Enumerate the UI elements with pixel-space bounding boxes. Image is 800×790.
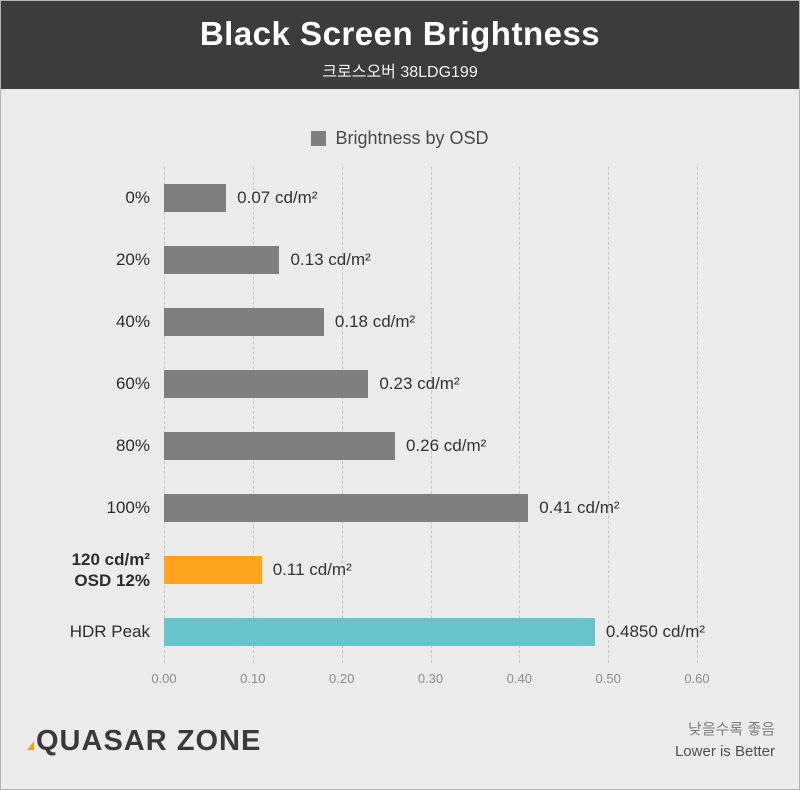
legend: Brightness by OSD bbox=[1, 127, 799, 149]
category-label: 100% bbox=[106, 498, 150, 518]
category-label: 120 cd/m² OSD 12% bbox=[71, 549, 150, 590]
bar bbox=[164, 246, 280, 274]
bar bbox=[164, 184, 227, 212]
category-label: 20% bbox=[115, 250, 150, 270]
bar-row: 60% 0.23 cd/m² bbox=[116, 353, 697, 415]
chart-subtitle: 크로스오버 38LDG199 bbox=[322, 64, 478, 81]
bar-row: 0% 0.07 cd/m² bbox=[125, 167, 697, 229]
value-label: 0.4850 cd/m² bbox=[605, 622, 706, 641]
bar-row: HDR Peak 0.4850 cd/m² bbox=[70, 601, 705, 663]
chart-header: Black Screen Brightness 크로스오버 38LDG199 bbox=[1, 1, 799, 89]
bar-row: 80% 0.26 cd/m² bbox=[116, 415, 697, 477]
x-tick-label: 0.10 bbox=[240, 671, 266, 686]
category-label: 40% bbox=[115, 312, 150, 332]
value-label: 0.11 cd/m² bbox=[272, 560, 352, 579]
bar-row: 20% 0.13 cd/m² bbox=[116, 229, 697, 291]
category-label: 0% bbox=[125, 188, 150, 208]
value-label: 0.26 cd/m² bbox=[405, 436, 487, 455]
bar bbox=[164, 308, 324, 336]
x-axis: 0.00 0.10 0.20 0.30 0.40 0.50 0.60 bbox=[151, 663, 709, 695]
value-label: 0.07 cd/m² bbox=[237, 188, 318, 207]
note-english: Lower is Better bbox=[674, 743, 775, 760]
bar-row: 40% 0.18 cd/m² bbox=[116, 291, 697, 353]
bar-chart: 0% 0.07 cd/m² 20% 0.13 cd/m² 40% 0.18 cd/m² 60… bbox=[70, 167, 710, 695]
x-tick-label: 0.20 bbox=[329, 671, 355, 686]
category-label: 60% bbox=[115, 374, 150, 394]
x-tick-label: 0.60 bbox=[684, 671, 710, 686]
note-korean: 낮을수록 좋음 bbox=[688, 721, 775, 739]
footer-notes: 낮을수록 좋음 Lower is Better bbox=[675, 719, 775, 763]
value-label: 0.13 cd/m² bbox=[290, 250, 371, 269]
logo-accent-icon bbox=[27, 740, 34, 750]
gridline bbox=[697, 167, 698, 663]
logo-text: QUASAR ZONE bbox=[36, 724, 262, 757]
bar bbox=[164, 556, 262, 584]
chart-title: Black Screen Brightness bbox=[199, 15, 601, 52]
value-label: 0.41 cd/m² bbox=[539, 498, 620, 517]
bar-row: 100% 0.41 cd/m² bbox=[107, 477, 697, 539]
bar bbox=[164, 432, 395, 460]
x-tick-label: 0.00 bbox=[151, 671, 177, 686]
bar bbox=[164, 370, 369, 398]
bar-rows: 0% 0.07 cd/m² 20% 0.13 cd/m² 40% 0.18 cd/m² 60… bbox=[70, 167, 705, 663]
value-label: 0.18 cd/m² bbox=[334, 312, 416, 331]
bar-row: 120 cd/m² OSD 12% 0.11 cd/m² bbox=[72, 539, 697, 601]
footer: QUASAR ZONE 낮을수록 좋음 Lower is Better bbox=[1, 703, 799, 789]
legend-swatch-icon bbox=[311, 130, 327, 146]
x-tick-label: 0.50 bbox=[595, 671, 621, 686]
legend-label: Brightness by OSD bbox=[335, 127, 489, 148]
x-tick-label: 0.40 bbox=[506, 671, 532, 686]
x-tick-label: 0.30 bbox=[417, 671, 444, 686]
category-label: 80% bbox=[115, 436, 150, 456]
value-label: 0.23 cd/m² bbox=[379, 374, 460, 393]
category-label: HDR Peak bbox=[69, 622, 150, 642]
bar bbox=[164, 494, 529, 522]
quasar-zone-logo: QUASAR ZONE bbox=[27, 725, 261, 758]
bar bbox=[164, 618, 595, 646]
